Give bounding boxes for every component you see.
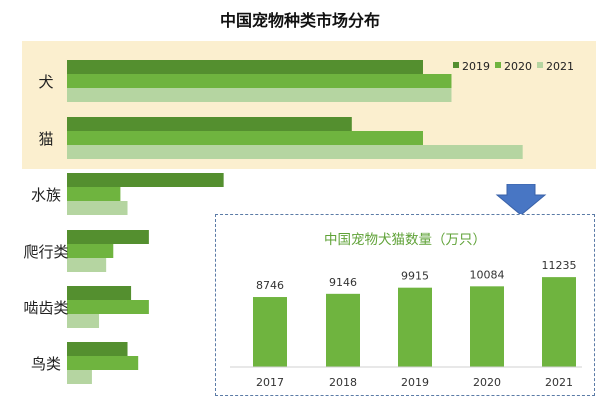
bar-2019 [398, 287, 432, 367]
bar-猫-2020 [67, 131, 423, 145]
category-label: 犬 [38, 73, 53, 91]
inset-chart-title: 中国宠物犬猫数量（万只） [324, 232, 486, 248]
dog-cat-count-bar-chart: 8746 2017 9146 2018 9915 2019 10084 2020 11235 20… [230, 259, 582, 389]
bar-犬-2020 [67, 74, 452, 88]
bar-犬-2019 [67, 60, 423, 74]
data-label-2019: 9915 [401, 270, 429, 283]
bar-水族-2019 [67, 173, 224, 187]
category-label: 鸟类 [31, 355, 61, 373]
data-label-2021: 11235 [542, 259, 577, 272]
data-label-2020: 10084 [470, 268, 505, 281]
bar-啮齿类-2021 [67, 314, 100, 328]
tick-label-2017: 2017 [256, 376, 284, 389]
legend-label-2020: 2020 [504, 60, 532, 73]
bar-2021 [542, 277, 576, 367]
bar-爬行类-2021 [67, 258, 107, 272]
legend-swatch-2019 [453, 62, 459, 68]
bar-啮齿类-2020 [67, 300, 149, 314]
data-label-2017: 8746 [256, 279, 284, 292]
bar-水族-2020 [67, 187, 121, 201]
category-label: 爬行类 [23, 243, 68, 261]
bar-猫-2021 [67, 145, 523, 159]
bar-鸟类-2019 [67, 342, 128, 356]
bar-鸟类-2021 [67, 370, 92, 384]
bar-啮齿类-2019 [67, 286, 132, 300]
legend-label-2019: 2019 [462, 60, 490, 73]
tick-label-2018: 2018 [329, 376, 357, 389]
bar-爬行类-2020 [67, 244, 114, 258]
legend-swatch-2021 [537, 62, 543, 68]
bar-鸟类-2020 [67, 356, 139, 370]
bar-2017 [253, 297, 287, 367]
bar-犬-2021 [67, 88, 452, 102]
bar-2020 [470, 286, 504, 367]
bar-爬行类-2019 [67, 230, 149, 244]
bar-猫-2019 [67, 117, 352, 131]
legend-label-2021: 2021 [546, 60, 574, 73]
category-label: 猫 [38, 130, 53, 148]
chart-title: 中国宠物种类市场分布 [219, 11, 380, 30]
down-arrow-icon [495, 184, 547, 216]
tick-label-2020: 2020 [473, 376, 501, 389]
bar-2018 [326, 293, 360, 367]
inset-panel: 中国宠物犬猫数量（万只） 8746 2017 9146 2018 9915 2019 100… [215, 214, 595, 396]
category-label: 水族 [31, 186, 61, 204]
tick-label-2019: 2019 [401, 376, 429, 389]
data-label-2018: 9146 [329, 276, 357, 289]
category-label: 啮齿类 [23, 299, 68, 317]
bar-水族-2021 [67, 201, 128, 215]
legend-swatch-2020 [495, 62, 501, 68]
tick-label-2021: 2021 [545, 376, 573, 389]
